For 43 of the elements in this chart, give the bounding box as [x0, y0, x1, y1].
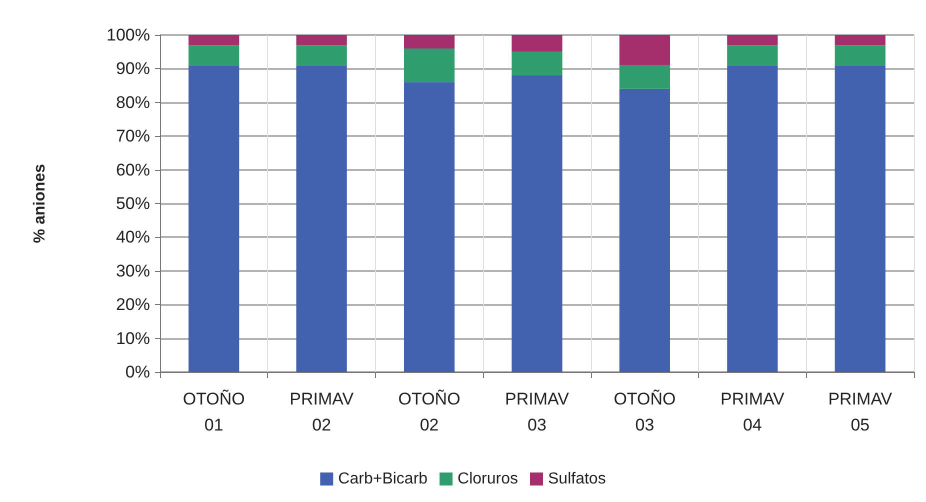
bar — [619, 88, 670, 372]
x-tick-label: OTOÑO 02 — [398, 390, 460, 434]
bar — [727, 45, 778, 66]
y-tick-label: 50% — [116, 194, 150, 213]
y-tick-label: 70% — [116, 126, 150, 146]
bar — [404, 82, 455, 372]
bar — [619, 35, 670, 66]
x-tick-label: OTOÑO 01 — [182, 390, 245, 434]
x-tick-label: PRIMAV 05 — [828, 390, 893, 434]
y-tick-label: 100% — [106, 26, 150, 44]
bar — [188, 45, 240, 66]
y-tick-label: 60% — [116, 160, 150, 180]
bar — [834, 35, 886, 46]
x-tick-label: OTOÑO 03 — [614, 390, 676, 434]
legend-label: Sulfatos — [548, 470, 606, 488]
bar — [512, 35, 562, 52]
legend-label: Carb+Bicarb — [338, 470, 428, 488]
y-tick-label: 10% — [116, 328, 150, 348]
x-tick-label: PRIMAV 03 — [505, 390, 570, 434]
legend-label: Cloruros — [458, 470, 518, 488]
x-tick-label: PRIMAV 04 — [720, 390, 786, 434]
x-tick-label: PRIMAV 02 — [290, 390, 354, 434]
y-tick-label: 0% — [125, 362, 150, 382]
bar — [619, 65, 670, 89]
y-axis-title: % aniones — [32, 164, 48, 244]
bar — [727, 65, 778, 372]
y-tick-label: 80% — [116, 92, 150, 112]
bar — [296, 65, 347, 372]
bar — [404, 35, 455, 48]
y-tick-label: 40% — [116, 228, 150, 247]
bar — [296, 35, 347, 46]
bar — [188, 35, 240, 46]
bar — [834, 65, 886, 372]
bar — [727, 35, 778, 46]
bar — [404, 48, 455, 82]
y-tick-label: 90% — [116, 59, 150, 78]
bar — [512, 52, 562, 76]
bar — [512, 75, 562, 372]
bar — [296, 45, 347, 66]
bar — [188, 65, 240, 372]
y-tick-label: 20% — [116, 295, 150, 314]
y-tick-label: 30% — [116, 261, 150, 280]
bar — [834, 45, 886, 66]
